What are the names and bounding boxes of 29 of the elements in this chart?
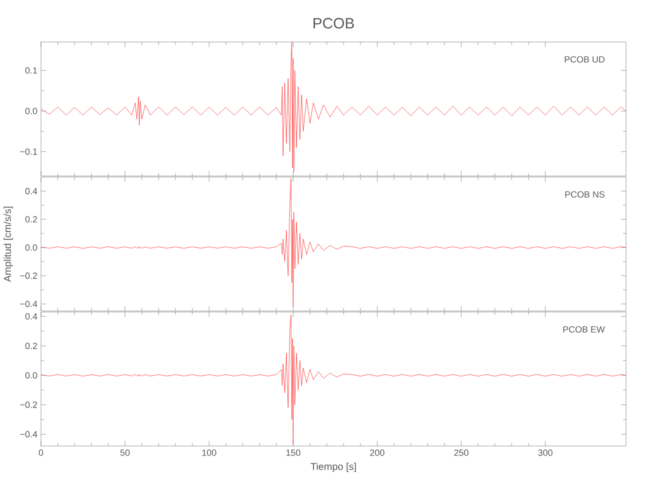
chart-title: PCOB: [314, 18, 354, 29]
x-tick-label: 150: [286, 450, 300, 456]
annotation: PCOB EW: [563, 326, 605, 333]
x-tick-label: 250: [454, 450, 468, 456]
y-tick-label: 0.4: [25, 188, 38, 194]
y-tick-label: 0.0: [25, 108, 38, 114]
x-tick-label: 100: [202, 450, 216, 456]
y-tick-label: −0.2: [20, 272, 38, 279]
y-tick-label: 0.4: [25, 313, 38, 320]
y-axis-title: Amplitud [cm/s/s]: [4, 206, 13, 282]
x-tick-label: 0: [38, 450, 44, 456]
y-tick-label: 0.1: [25, 67, 38, 74]
y-tick-label: 0.2: [25, 216, 38, 222]
annotation: PCOB NS: [565, 191, 605, 198]
y-tick-label: −0.4: [20, 431, 38, 438]
x-tick-label: 50: [120, 450, 130, 456]
y-tick-label: 0.0: [25, 372, 38, 378]
line-series: [41, 314, 626, 445]
line-series: [41, 42, 626, 172]
y-tick-label: −0.1: [20, 148, 38, 155]
y-tick-label: −0.2: [20, 402, 38, 408]
line-series: [41, 178, 626, 307]
x-tick-label: 200: [370, 450, 384, 456]
y-tick-label: 0.2: [25, 342, 38, 350]
x-tick-label: 300: [538, 450, 552, 456]
x-axis-title: Tiempo [s]: [310, 462, 356, 472]
y-tick-label: 0.0: [25, 244, 38, 251]
annotation: PCOB UD: [564, 56, 604, 63]
y-tick-label: −0.4: [20, 300, 38, 308]
